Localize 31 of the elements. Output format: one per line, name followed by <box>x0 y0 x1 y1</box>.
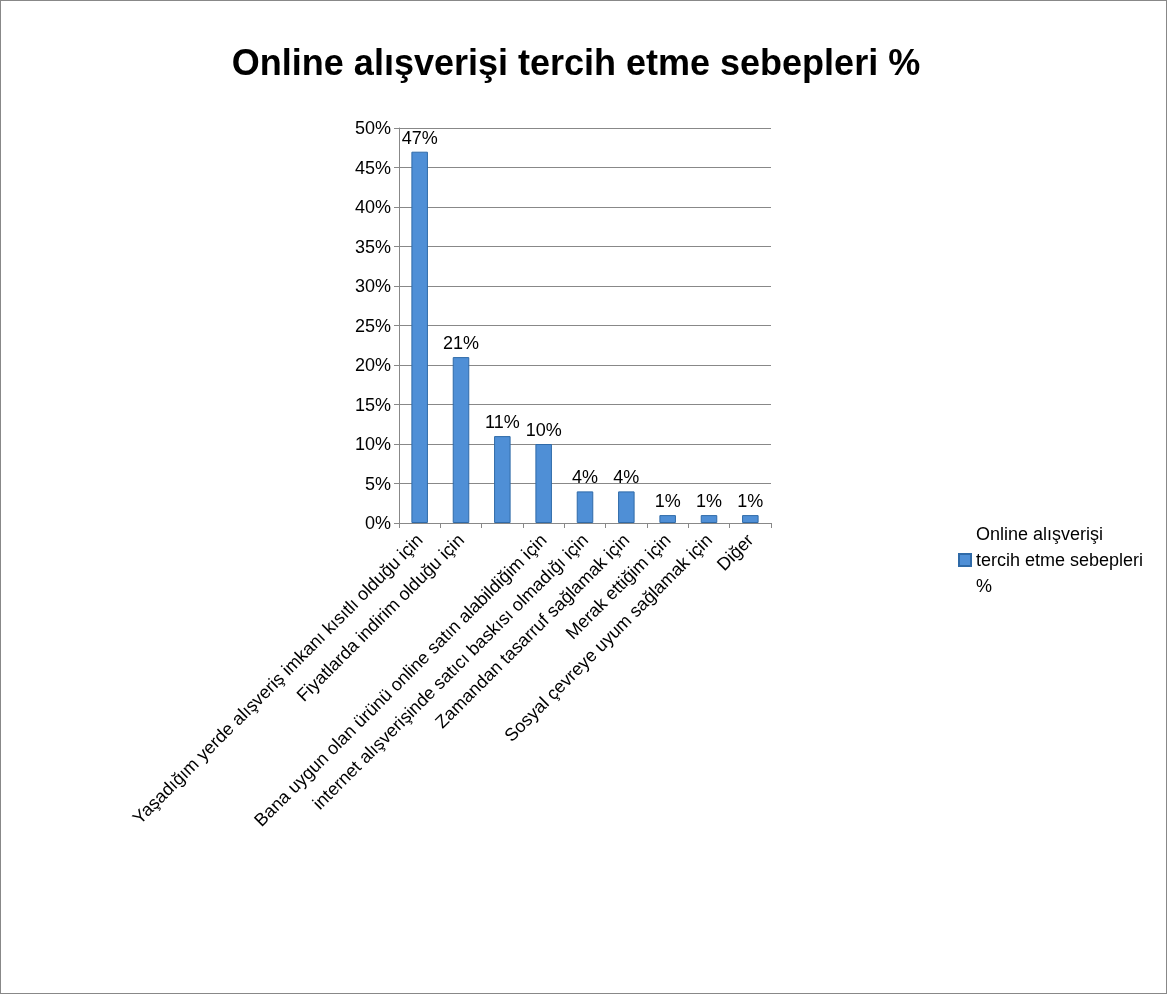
y-tick-label: 0% <box>364 513 391 533</box>
y-tick-label: 15% <box>354 394 391 415</box>
bar <box>700 515 718 523</box>
data-label: 1% <box>737 491 764 512</box>
data-label: 11% <box>484 412 520 433</box>
y-tick-label: 45% <box>354 157 391 178</box>
data-label: 21% <box>442 333 480 354</box>
y-tick-label: 50% <box>354 118 391 138</box>
bar <box>618 491 635 523</box>
bar <box>742 515 759 523</box>
y-tick-label: 10% <box>354 434 391 454</box>
y-tick-label: 25% <box>354 315 391 336</box>
bar <box>659 515 676 523</box>
legend-label: Online alışverişi tercih etme sebepleri % <box>976 524 1149 596</box>
bar <box>452 357 470 523</box>
bar <box>535 444 552 523</box>
y-tick-label: 20% <box>354 355 391 375</box>
bar <box>494 436 511 523</box>
bar <box>576 491 594 523</box>
bar <box>411 151 428 523</box>
data-label: 47% <box>401 127 438 148</box>
y-tick-label: 35% <box>354 236 391 257</box>
data-label: 1% <box>695 491 723 512</box>
y-tick-label: 40% <box>354 197 391 217</box>
data-label: 1% <box>654 491 681 512</box>
y-tick-label: 30% <box>354 276 391 296</box>
chart-title: Online alışverişi tercih etme sebepleri % <box>231 41 921 83</box>
data-label: 4% <box>571 467 599 488</box>
data-label: 10% <box>525 420 562 440</box>
y-tick-label: 5% <box>364 473 391 494</box>
data-label: 4% <box>613 467 640 488</box>
